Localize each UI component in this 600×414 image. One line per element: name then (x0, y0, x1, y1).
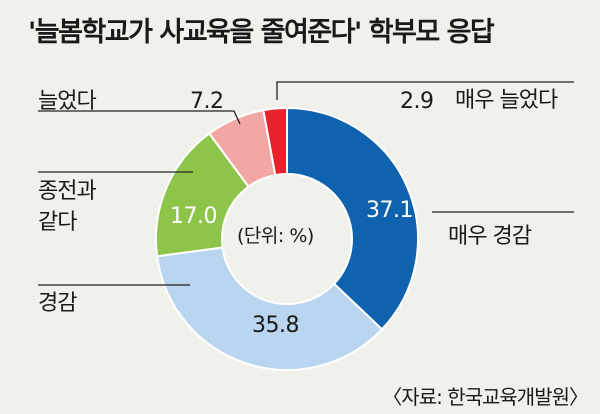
value-매우-늘었다: 2.9 (400, 89, 434, 114)
value-매우-경감: 37.1 (366, 198, 413, 223)
value-경감: 35.8 (252, 313, 299, 338)
label-매우-늘었다: 매우 늘었다 (455, 88, 558, 113)
label-종전과: 종전과 (38, 179, 97, 204)
leader-매우-늘었다 (276, 81, 574, 100)
value-종전과-같다: 17.0 (170, 204, 217, 229)
label-같다: 같다 (38, 210, 77, 235)
slice-늘었다 (207, 109, 277, 189)
value-늘었다: 7.2 (190, 89, 224, 114)
label-경감: 경감 (38, 291, 77, 316)
label-매우-경감: 매우 경감 (448, 224, 532, 249)
slice-경감 (156, 246, 384, 371)
slice-매우-경감 (286, 106, 419, 331)
label-늘었다: 늘었다 (38, 89, 97, 114)
unit-label: (단위: %) (237, 225, 314, 247)
chart-title: '늘봄학교가 사교육을 줄여준다' 학부모 응답 (28, 17, 495, 48)
leader-늘었다 (38, 110, 241, 125)
source-note: 〈자료: 한국교육개발원〉 (382, 385, 589, 409)
